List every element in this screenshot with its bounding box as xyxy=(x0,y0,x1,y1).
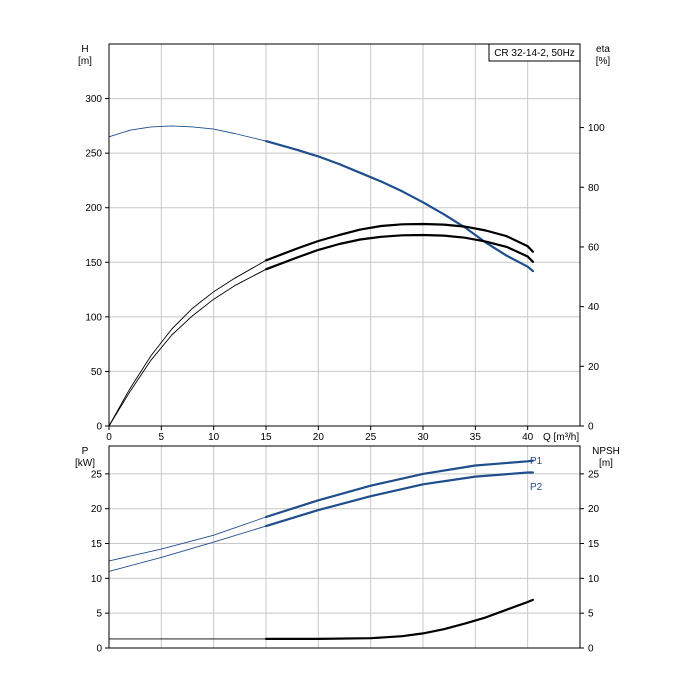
lower-right-tick-label: 0 xyxy=(588,644,594,655)
right-axis-label-line1: eta xyxy=(596,44,610,55)
upper-left-tick-label: 250 xyxy=(85,149,102,160)
lower-left-tick-label: 15 xyxy=(91,539,103,550)
upper-left-tick-label: 200 xyxy=(85,203,102,214)
x-tick-label: 10 xyxy=(208,432,220,443)
upper-plot-area xyxy=(109,44,580,426)
lower-plot-area xyxy=(109,446,580,648)
upper-plot-border xyxy=(108,43,581,427)
power-axis-label-line1: P xyxy=(82,446,89,457)
lower-series-0-line xyxy=(264,459,535,519)
lower-right-tick-label: 15 xyxy=(588,539,600,550)
upper-series-2-line-outside-range xyxy=(108,268,267,427)
x-tick-label: 35 xyxy=(470,432,482,443)
upper-panel: 0 5 10 15 20 25 30 35 40 0 50 100 150 200 250 300 0 20 4… xyxy=(78,43,611,443)
upper-left-tick-label: 300 xyxy=(85,94,102,105)
x-axis-label: Q [m³/h] xyxy=(543,432,579,443)
upper-x-tick-labels: 0 5 10 15 20 25 30 35 40 xyxy=(106,426,534,443)
lower-series-2-line xyxy=(264,598,535,641)
lower-right-tick-labels: 0 5 10 15 20 25 xyxy=(580,469,600,655)
npsh-axis-label-line2: [m] xyxy=(599,458,613,469)
upper-right-tick-label: 60 xyxy=(588,242,600,253)
x-tick-label: 40 xyxy=(522,432,534,443)
lower-left-tick-label: 10 xyxy=(91,574,103,585)
lower-right-tick-label: 10 xyxy=(588,574,600,585)
lower-series xyxy=(108,459,535,641)
lower-panel: 0 5 10 15 20 25 0 5 10 15 20 25 P [kW] NPSH [m] P1… xyxy=(75,445,620,655)
upper-left-tick-label: 100 xyxy=(85,312,102,323)
lower-right-tick-label: 25 xyxy=(588,469,600,480)
lower-left-tick-labels: 0 5 10 15 20 25 xyxy=(91,469,109,655)
upper-series-1-line-outside-range xyxy=(108,260,267,427)
left-axis-label-line1: H xyxy=(81,44,88,55)
upper-left-tick-label: 150 xyxy=(85,258,102,269)
x-tick-label: 20 xyxy=(313,432,325,443)
x-tick-label: 30 xyxy=(417,432,429,443)
right-axis-label-line2: [%] xyxy=(596,56,611,67)
x-tick-label: 15 xyxy=(260,432,272,443)
lower-left-tick-label: 5 xyxy=(96,609,102,620)
chart-title: CR 32-14-2, 50Hz xyxy=(494,48,575,59)
x-tick-label: 0 xyxy=(106,432,112,443)
lower-right-tick-label: 20 xyxy=(588,504,600,515)
upper-right-tick-label: 80 xyxy=(588,183,600,194)
upper-right-tick-label: 0 xyxy=(588,422,594,433)
lower-series-1-line-outside-range xyxy=(108,525,267,572)
lower-left-tick-label: 20 xyxy=(91,504,103,515)
upper-left-tick-label: 0 xyxy=(96,422,102,433)
power-axis-label-line2: [kW] xyxy=(75,458,95,469)
upper-right-tick-labels: 0 20 40 60 80 100 xyxy=(580,123,605,433)
lower-series-0-line-outside-range xyxy=(108,516,267,562)
lower-left-tick-label: 25 xyxy=(91,469,103,480)
upper-series-1-line xyxy=(264,222,535,262)
upper-series-2-line xyxy=(264,233,535,271)
upper-right-tick-label: 20 xyxy=(588,362,600,373)
lower-left-tick-label: 0 xyxy=(96,644,102,655)
lower-right-tick-label: 5 xyxy=(588,609,594,620)
series-label-p1: P1 xyxy=(530,456,543,467)
x-tick-label: 5 xyxy=(159,432,165,443)
upper-left-tick-label: 50 xyxy=(91,367,103,378)
npsh-axis-label-line1: NPSH xyxy=(592,446,620,457)
upper-right-tick-label: 100 xyxy=(588,123,605,134)
upper-series xyxy=(108,125,535,427)
upper-series-0-line xyxy=(264,140,535,273)
lower-series-1-line xyxy=(264,471,535,528)
left-axis-label-line2: [m] xyxy=(78,56,92,67)
x-tick-label: 25 xyxy=(365,432,377,443)
lower-plot-border xyxy=(108,445,581,649)
upper-right-tick-label: 40 xyxy=(588,302,600,313)
upper-series-0-line-outside-range xyxy=(108,125,267,142)
series-label-p2: P2 xyxy=(530,482,543,493)
chart-title-box xyxy=(488,43,581,62)
upper-left-tick-labels: 0 50 100 150 200 250 300 xyxy=(85,94,109,433)
